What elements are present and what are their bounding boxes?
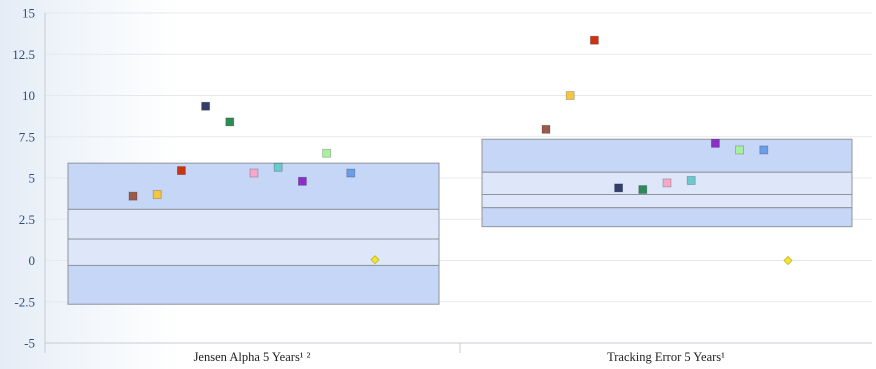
quartile-band-bottom <box>67 264 440 305</box>
data-point-square <box>152 190 162 199</box>
data-point-diamond <box>783 255 793 266</box>
data-point-square <box>686 176 696 185</box>
data-point-square <box>201 101 211 111</box>
data-point-square <box>346 168 356 178</box>
data-point-square <box>711 138 720 148</box>
data-point-square <box>638 185 648 194</box>
quartile-band-top <box>481 138 853 173</box>
data-point-square <box>176 166 186 175</box>
y-tick-label: 0 <box>29 253 36 268</box>
data-point-square <box>273 162 283 172</box>
axes <box>44 13 872 353</box>
quartile-band-group-1 <box>481 138 853 228</box>
quartile-band-upper-mid <box>67 208 440 240</box>
y-axis-ticks: 15 12.5 10 7.5 5 2.5 0 -2.5 -5 <box>12 6 35 351</box>
y-tick-label: 15 <box>22 6 35 21</box>
y-tick-label: 10 <box>22 88 35 103</box>
data-points <box>128 35 793 266</box>
quartile-band-lower-mid <box>481 194 853 209</box>
data-point-square <box>614 183 623 193</box>
data-point-square <box>225 117 235 127</box>
y-tick-label: 12.5 <box>12 47 35 62</box>
quartile-band-bottom <box>481 207 853 228</box>
x-category-label: Jensen Alpha 5 Years¹ ² <box>194 350 311 364</box>
data-point-square <box>249 168 259 178</box>
quartile-band-group-0 <box>67 162 440 305</box>
y-tick-label: 2.5 <box>19 212 35 227</box>
quartile-band-lower-mid <box>67 238 440 266</box>
data-point-square <box>297 176 307 186</box>
quartile-bands <box>67 138 853 305</box>
data-point-square <box>662 178 672 188</box>
y-tick-label: -2.5 <box>14 294 35 309</box>
data-point-square <box>565 91 575 100</box>
data-point-diamond <box>370 255 380 265</box>
data-point-square <box>735 145 744 155</box>
y-tick-label: -5 <box>24 336 35 351</box>
y-tick-label: 7.5 <box>19 129 35 144</box>
x-category-label: Tracking Error 5 Years¹ <box>607 350 725 364</box>
data-point-square <box>541 124 551 134</box>
y-tick-label: 5 <box>29 171 36 186</box>
data-point-square <box>128 191 138 201</box>
category-labels: Jensen Alpha 5 Years¹ ² Tracking Error 5 … <box>194 350 726 364</box>
data-point-square <box>322 148 332 158</box>
data-point-square <box>759 145 769 155</box>
data-point-square <box>590 35 599 45</box>
